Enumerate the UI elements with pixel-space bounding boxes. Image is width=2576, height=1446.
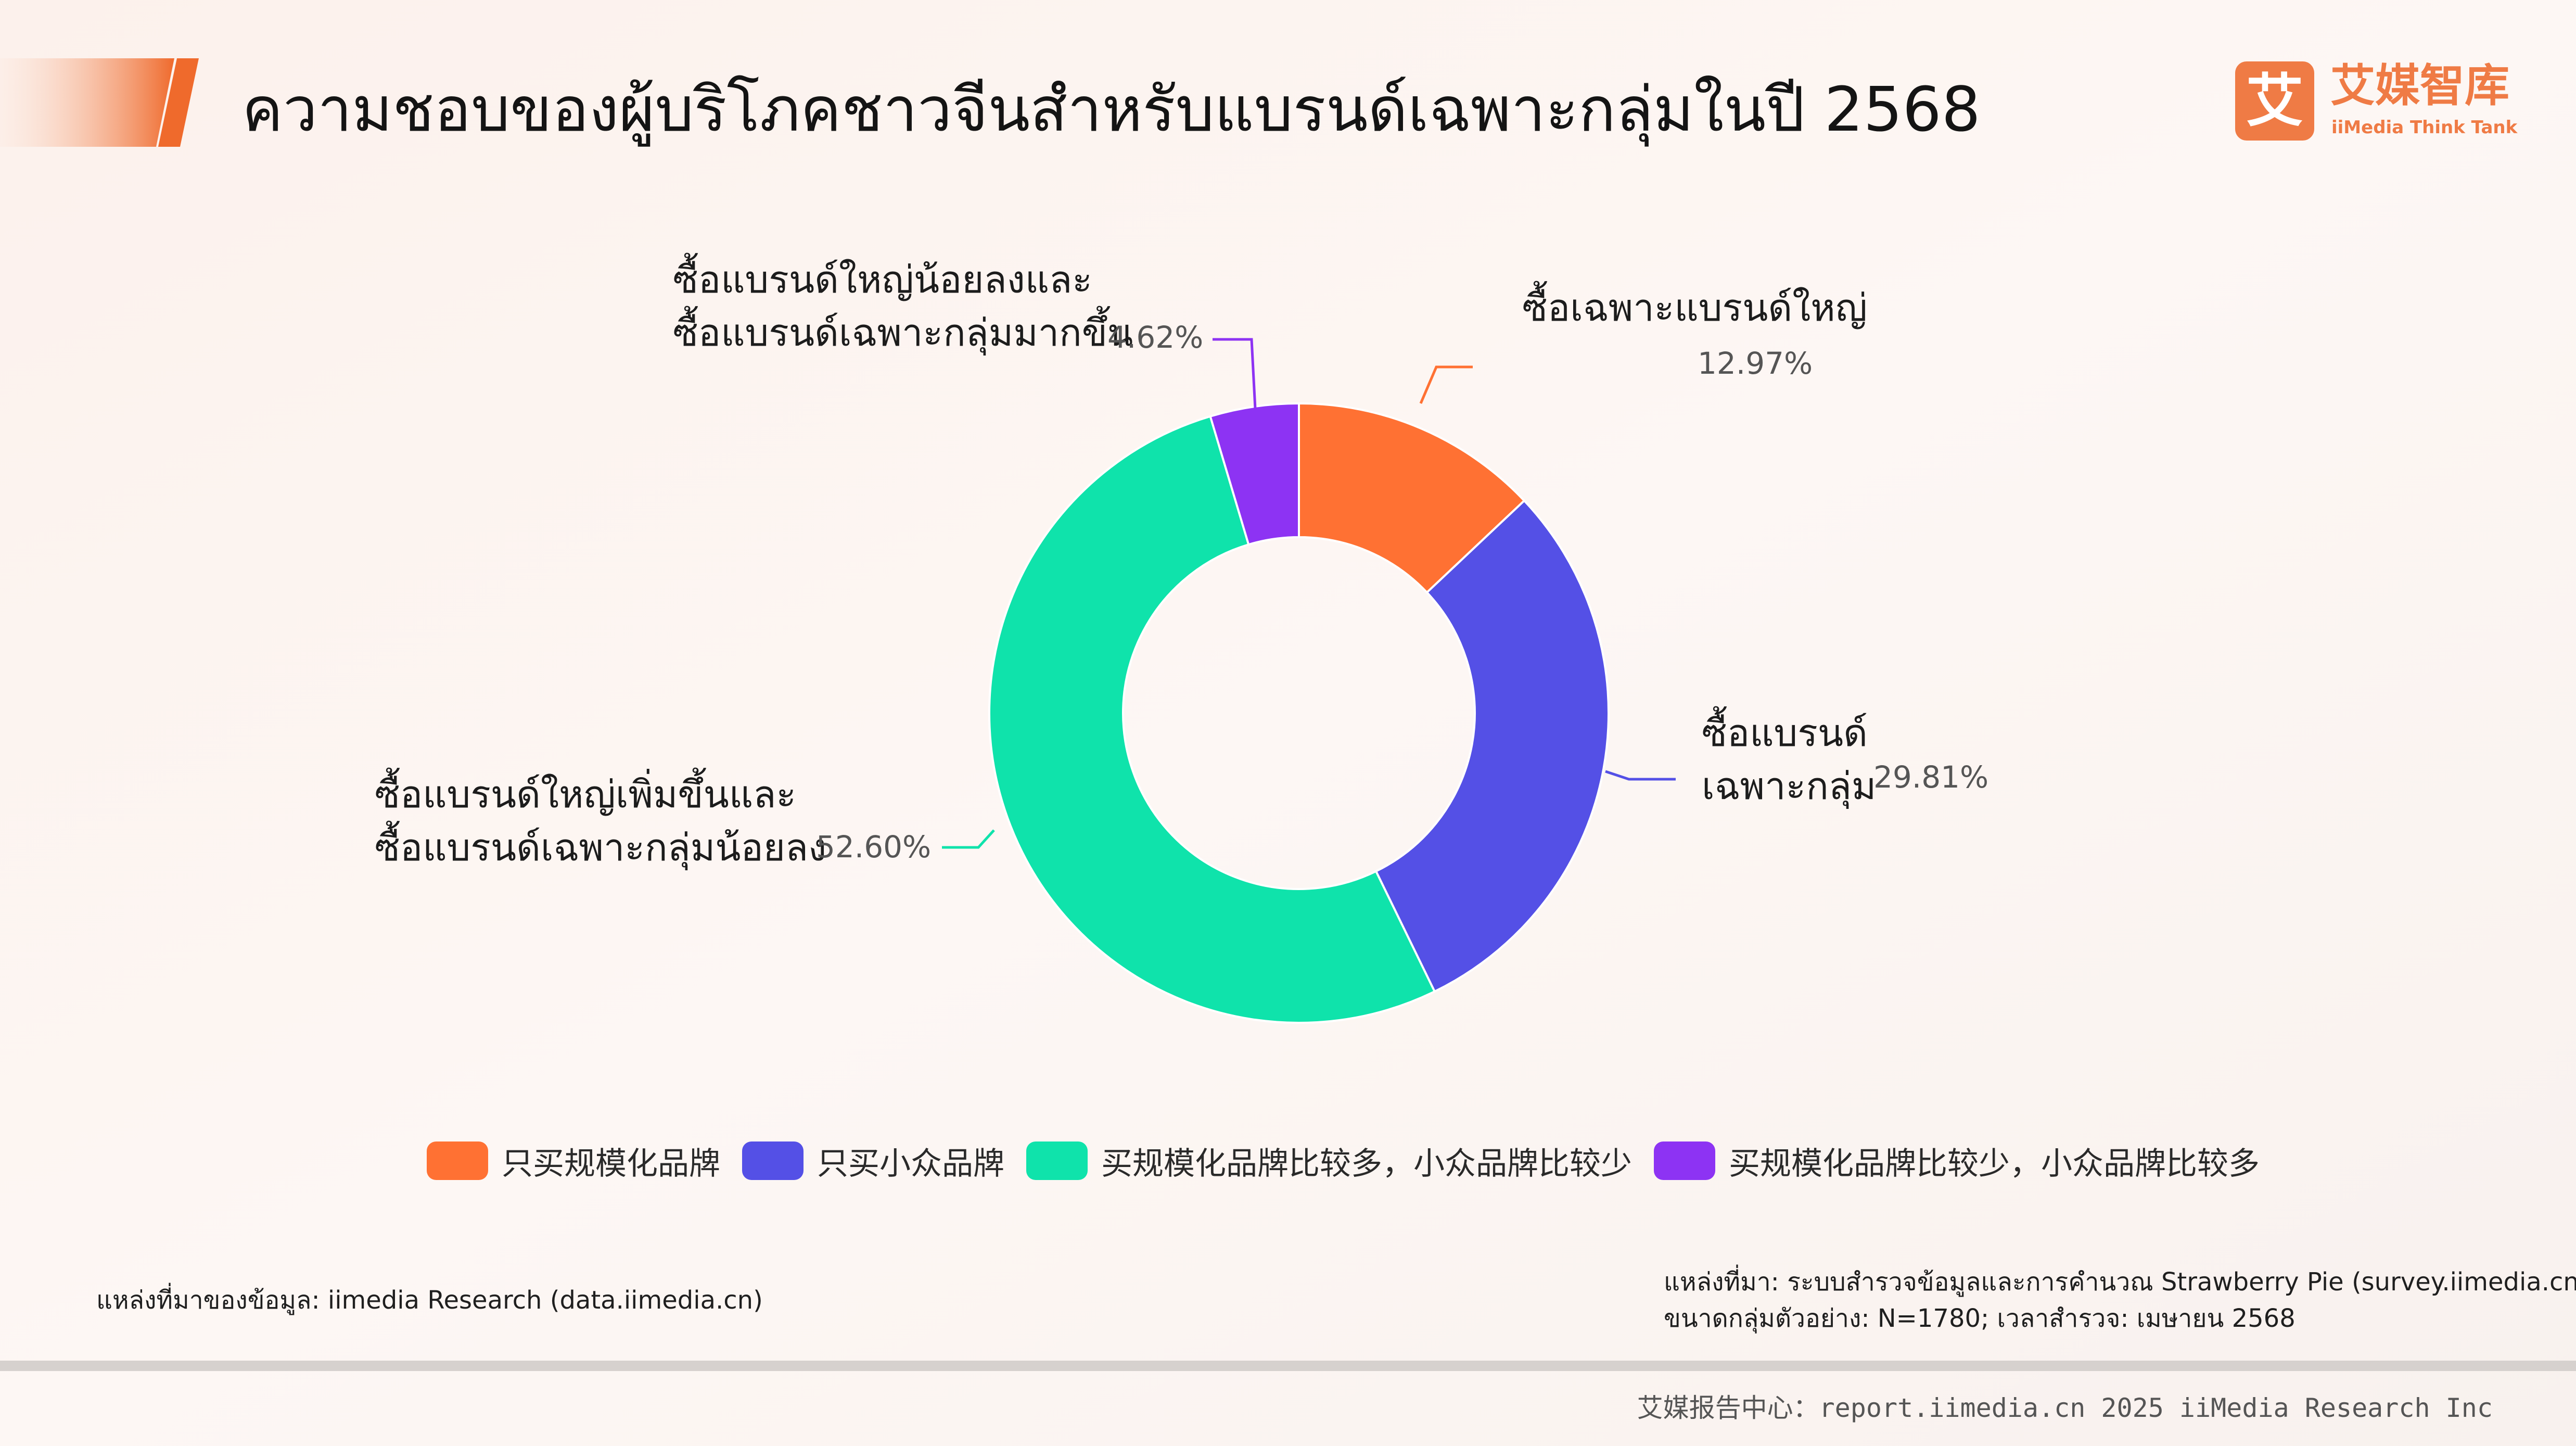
slice-label-line: ซื้อแบรนด์เฉพาะกลุ่มมากขึ้น	[673, 311, 1133, 354]
slice-niche-brands-only	[1374, 499, 1610, 993]
value-label-niche-brands-only: 29.81%	[1873, 759, 1989, 795]
header-accent-slash	[158, 58, 199, 147]
logo-mark: 艾	[2235, 61, 2314, 141]
logo-english-name: iiMedia Think Tank	[2331, 117, 2518, 138]
data-source-note: แหล่งที่มาของข้อมูล: iimedia Research (d…	[96, 1286, 763, 1315]
legend-swatch	[427, 1141, 488, 1180]
header-accent-stripe	[0, 58, 174, 147]
legend-item: 买规模化品牌比较少，小众品牌比较多	[1654, 1138, 2260, 1184]
legend-label: 只买小众品牌	[817, 1145, 1004, 1182]
value-label-more-large-less-niche: 52.60%	[816, 829, 932, 865]
footer-text: 艾媒报告中心：report.iimedia.cn 2025 iiMedia Re…	[1637, 1393, 2493, 1423]
legend-label: 买规模化品牌比较少，小众品牌比较多	[1729, 1145, 2260, 1182]
legend-swatch	[1026, 1141, 1088, 1180]
chart-legend: 只买规模化品牌 只买小众品牌 买规模化品牌比较多，小众品牌比较少 买规模化品牌比…	[427, 1135, 2281, 1187]
legend-label: 只买规模化品牌	[502, 1145, 720, 1182]
legend-label: 买规模化品牌比较多，小众品牌比较少	[1101, 1145, 1632, 1182]
slice-label-niche-brands-only: ซื้อแบรนด์ เฉพาะกลุ่ม	[1702, 706, 1876, 813]
slice-label-line: ซื้อแบรนด์เฉพาะกลุ่มน้อยลง	[375, 826, 827, 869]
value-label-less-large-more-niche: 4.62%	[1107, 320, 1204, 355]
value-label-large-brands-only: 12.97%	[1698, 346, 1813, 381]
slice-label-line: ซื้อเฉพาะแบรนด์ใหญ่	[1522, 286, 1868, 329]
leader-line	[1213, 338, 1257, 409]
logo-glyph: 艾	[2246, 68, 2303, 134]
slice-less-large-more-niche	[1209, 402, 1300, 546]
slice-more-large-less-niche	[988, 415, 1436, 1024]
page-title: ความชอบของผู้บริโภคชาวจีนสำหรับแบรนด์เฉพ…	[242, 73, 1981, 145]
slice-label-line: ซื้อแบรนด์	[1702, 711, 1868, 755]
slice-label-line: เฉพาะกลุ่ม	[1702, 764, 1877, 808]
legend-item: 买规模化品牌比较多，小众品牌比较少	[1026, 1138, 1632, 1184]
slice-label-more-large-less-niche: ซื้อแบรนด์ใหญ่เพิ่มขึ้นและ ซื้อแบรนด์เฉพ…	[375, 768, 826, 874]
legend-item: 只买规模化品牌	[427, 1138, 720, 1184]
slice-label-large-brands-only: ซื้อเฉพาะแบรนด์ใหญ่	[1522, 281, 1867, 334]
leader-line	[1419, 365, 1473, 404]
sample-size-note: ขนาดกลุ่มตัวอย่าง: N=1780; เวลาสำรวจ: เม…	[1664, 1304, 2296, 1333]
slice-label-line: ซื้อแบรนด์ใหญ่น้อยลงและ	[673, 258, 1092, 301]
slice-large-brands-only	[1298, 402, 1526, 594]
slice-label-less-large-more-niche: ซื้อแบรนด์ใหญ่น้อยลงและ ซื้อแบรนด์เฉพาะก…	[673, 253, 1133, 359]
legend-item: 只买小众品牌	[742, 1138, 1004, 1184]
legend-swatch	[1654, 1141, 1715, 1180]
slice-label-line: ซื้อแบรนด์ใหญ่เพิ่มขึ้นและ	[375, 772, 796, 816]
survey-source-note: แหล่งที่มา: ระบบสำรวจข้อมูลและการคำนวณ S…	[1664, 1267, 2576, 1297]
footer-divider	[0, 1361, 2576, 1371]
logo-chinese-name: 艾媒智库	[2330, 60, 2509, 112]
leader-line	[942, 829, 995, 849]
legend-swatch	[742, 1141, 804, 1180]
leader-line	[1605, 770, 1676, 781]
